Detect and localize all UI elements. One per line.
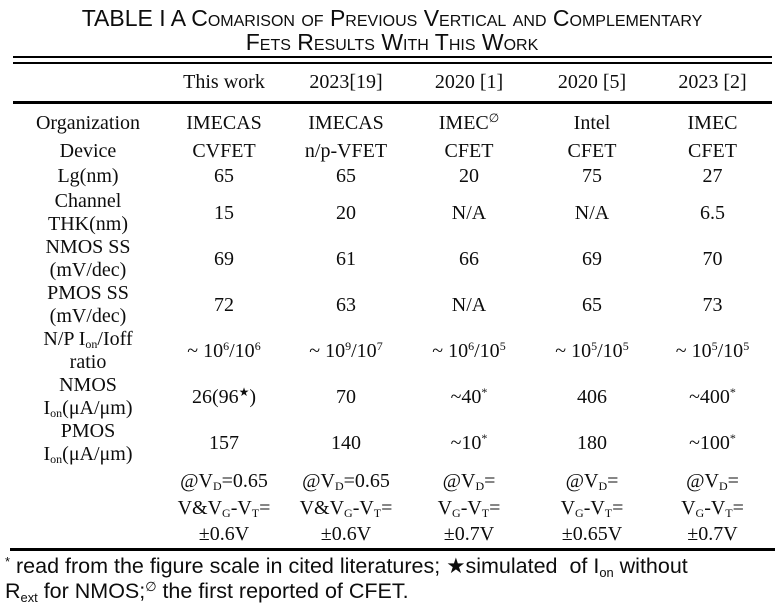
cell-device-2023-19: n/p-VFET	[304, 140, 388, 162]
column-header-2020-5: 2020 [5]	[531, 64, 653, 104]
cell-gate-length-2020-5: 75	[582, 165, 602, 187]
column-header-2020-1: 2020 [1]	[407, 64, 531, 104]
row-channel-thickness: Channel THK(nm) 15 20 N/A N/A 6.5	[13, 190, 772, 236]
cell-pmos-ss-2020-5: 65	[582, 293, 602, 316]
cell-channel-thickness-2023-19: 20	[336, 201, 356, 224]
cell-bias-condition-1-2023-19: @VD=0.65	[302, 470, 390, 494]
cell-bias-condition-3-2020-1: ±0.7V	[443, 523, 495, 545]
cell-nmos-ss-2020-1: 66	[459, 247, 479, 270]
row-ion-ioff-ratio: N/P Ion/Ioff ratio ~ 106/106 ~ 109/107 ~ 106…	[13, 328, 772, 374]
cell-gate-length-2023-2: 27	[702, 165, 723, 187]
row-gate-length: Lg(nm) 65 65 20 75 27	[13, 165, 772, 190]
row-bias-condition-1: @VD=0.65 @VD=0.65 @VD= @VD= @VD=	[13, 466, 772, 494]
top-double-rule	[13, 56, 772, 64]
row-bias-condition-3: ±0.6V ±0.6V ±0.7V ±0.65V ±0.7V	[13, 521, 772, 548]
cell-device-2020-5: CFET	[567, 140, 617, 162]
cell-bias-condition-3-2020-5: ±0.65V	[561, 523, 623, 545]
row-nmos-ss: NMOS SS (mV/dec) 69 61 66 69 70	[13, 236, 772, 282]
cell-pmos-ion-2020-5: 180	[577, 431, 607, 454]
row-label-nmos-ss: NMOS SS (mV/dec)	[45, 236, 131, 281]
cell-pmos-ion-2020-1: ~10*	[450, 430, 488, 454]
cell-channel-thickness-2023-2: 6.5	[700, 201, 725, 224]
cell-organization-2020-5: Intel	[573, 112, 611, 134]
cell-pmos-ion-this-work: 157	[209, 431, 239, 454]
table-caption-line1: TABLE I A Comarison of Previous Vertical…	[81, 5, 703, 31]
table-caption: TABLE I A Comarison of Previous Vertical…	[8, 6, 776, 54]
row-pmos-ss: PMOS SS (mV/dec) 72 63 N/A 65 73	[13, 282, 772, 328]
cell-channel-thickness-2020-1: N/A	[451, 201, 487, 224]
cell-nmos-ion-2023-19: 70	[336, 385, 356, 408]
cell-nmos-ss-2020-5: 69	[582, 247, 602, 270]
cell-bias-condition-1-2020-5: @VD=	[565, 470, 619, 494]
cell-gate-length-2023-19: 65	[336, 165, 356, 187]
column-header-this-work: This work	[163, 64, 285, 104]
column-header-parameter	[13, 64, 163, 104]
cell-ion-ioff-ratio-2023-2: ~ 105/105	[675, 338, 750, 362]
cell-device-this-work: CVFET	[192, 140, 256, 162]
row-label-device: Device	[59, 140, 117, 162]
table-caption-line2: Fets Results With This Work	[245, 29, 539, 55]
column-header-2023-19: 2023[19]	[285, 64, 407, 104]
row-label-channel-thickness: Channel THK(nm)	[48, 190, 128, 235]
row-device: Device CVFET n/p-VFET CFET CFET CFET	[13, 138, 772, 165]
cell-bias-condition-2-2023-2: VG-VT=	[681, 497, 744, 521]
cell-pmos-ion-2023-19: 140	[331, 431, 361, 454]
row-organization: Organization IMECAS IMECAS IMEC∅ Intel IMEC	[13, 103, 772, 139]
cell-ion-ioff-ratio-2020-5: ~ 105/105	[555, 338, 629, 362]
row-label-bias-condition-1	[13, 466, 163, 494]
cell-bias-condition-3-2023-19: ±0.6V	[320, 523, 372, 545]
cell-nmos-ion-2023-2: ~400*	[689, 384, 736, 408]
cell-nmos-ss-2023-19: 61	[336, 247, 356, 270]
cell-pmos-ion-2023-2: ~100*	[689, 430, 736, 454]
cell-gate-length-2020-1: 20	[459, 165, 479, 187]
comparison-table: This work 2023[19] 2020 [1] 2020 [5] 2023 [2…	[13, 64, 772, 548]
cell-pmos-ss-2023-19: 63	[336, 293, 356, 316]
cell-ion-ioff-ratio-2020-1: ~ 106/105	[432, 338, 506, 362]
cell-nmos-ion-this-work: 26(96★)	[191, 384, 257, 408]
row-label-bias-condition-3	[13, 521, 163, 548]
cell-bias-condition-2-2020-1: VG-VT=	[437, 497, 501, 521]
cell-bias-condition-1-2020-1: @VD=	[442, 470, 496, 494]
cell-organization-2020-1: IMEC∅	[438, 111, 500, 134]
row-label-bias-condition-2	[13, 494, 163, 521]
cell-nmos-ion-2020-1: ~40*	[450, 384, 488, 408]
cell-nmos-ss-this-work: 69	[214, 247, 234, 270]
row-label-pmos-ss: PMOS SS (mV/dec)	[47, 282, 129, 327]
cell-organization-this-work: IMECAS	[186, 112, 262, 134]
row-nmos-ion: NMOS Ion(μA/μm) 26(96★) 70 ~40* 406 ~400*	[13, 374, 772, 420]
column-header-2023-2: 2023 [2]	[653, 64, 772, 104]
footnote: * read from the figure scale in cited li…	[5, 553, 688, 605]
paper-page: TABLE I A Comarison of Previous Vertical…	[0, 6, 784, 604]
row-label-nmos-ion: NMOS Ion(μA/μm)	[43, 374, 133, 421]
cell-pmos-ss-this-work: 72	[214, 293, 234, 316]
row-pmos-ion: PMOS Ion(μA/μm) 157 140 ~10* 180 ~100*	[13, 420, 772, 466]
cell-bias-condition-2-2023-19: V&VG-VT=	[299, 497, 393, 521]
cell-bias-condition-3-this-work: ±0.6V	[198, 523, 250, 545]
cell-organization-2023-2: IMEC	[687, 112, 738, 134]
bottom-rule	[10, 548, 775, 551]
row-label-gate-length: Lg(nm)	[57, 165, 119, 187]
cell-nmos-ion-2020-5: 406	[577, 385, 607, 408]
cell-bias-condition-2-2020-5: VG-VT=	[560, 497, 624, 521]
cell-bias-condition-2-this-work: V&VG-VT=	[177, 497, 271, 521]
cell-ion-ioff-ratio-this-work: ~ 106/106	[187, 338, 261, 362]
cell-channel-thickness-2020-5: N/A	[574, 201, 610, 224]
cell-gate-length-this-work: 65	[214, 165, 234, 187]
cell-pmos-ss-2020-1: N/A	[451, 293, 487, 316]
cell-ion-ioff-ratio-2023-19: ~ 109/107	[309, 338, 383, 362]
cell-pmos-ss-2023-2: 73	[702, 293, 723, 316]
cell-device-2023-2: CFET	[688, 140, 737, 162]
cell-channel-thickness-this-work: 15	[214, 201, 234, 224]
row-label-organization: Organization	[35, 112, 141, 134]
cell-bias-condition-3-2023-2: ±0.7V	[687, 523, 738, 545]
cell-nmos-ss-2023-2: 70	[702, 247, 723, 270]
cell-organization-2023-19: IMECAS	[308, 112, 384, 134]
row-label-ion-ioff-ratio: N/P Ion/Ioff ratio	[43, 328, 133, 373]
header-row: This work 2023[19] 2020 [1] 2020 [5] 2023 [2…	[13, 64, 772, 104]
row-label-pmos-ion: PMOS Ion(μA/μm)	[43, 420, 133, 467]
cell-bias-condition-1-2023-2: @VD=	[686, 470, 739, 494]
cell-device-2020-1: CFET	[444, 140, 494, 162]
cell-bias-condition-1-this-work: @VD=0.65	[180, 470, 268, 494]
row-bias-condition-2: V&VG-VT= V&VG-VT= VG-VT= VG-VT= VG-VT=	[13, 494, 772, 521]
